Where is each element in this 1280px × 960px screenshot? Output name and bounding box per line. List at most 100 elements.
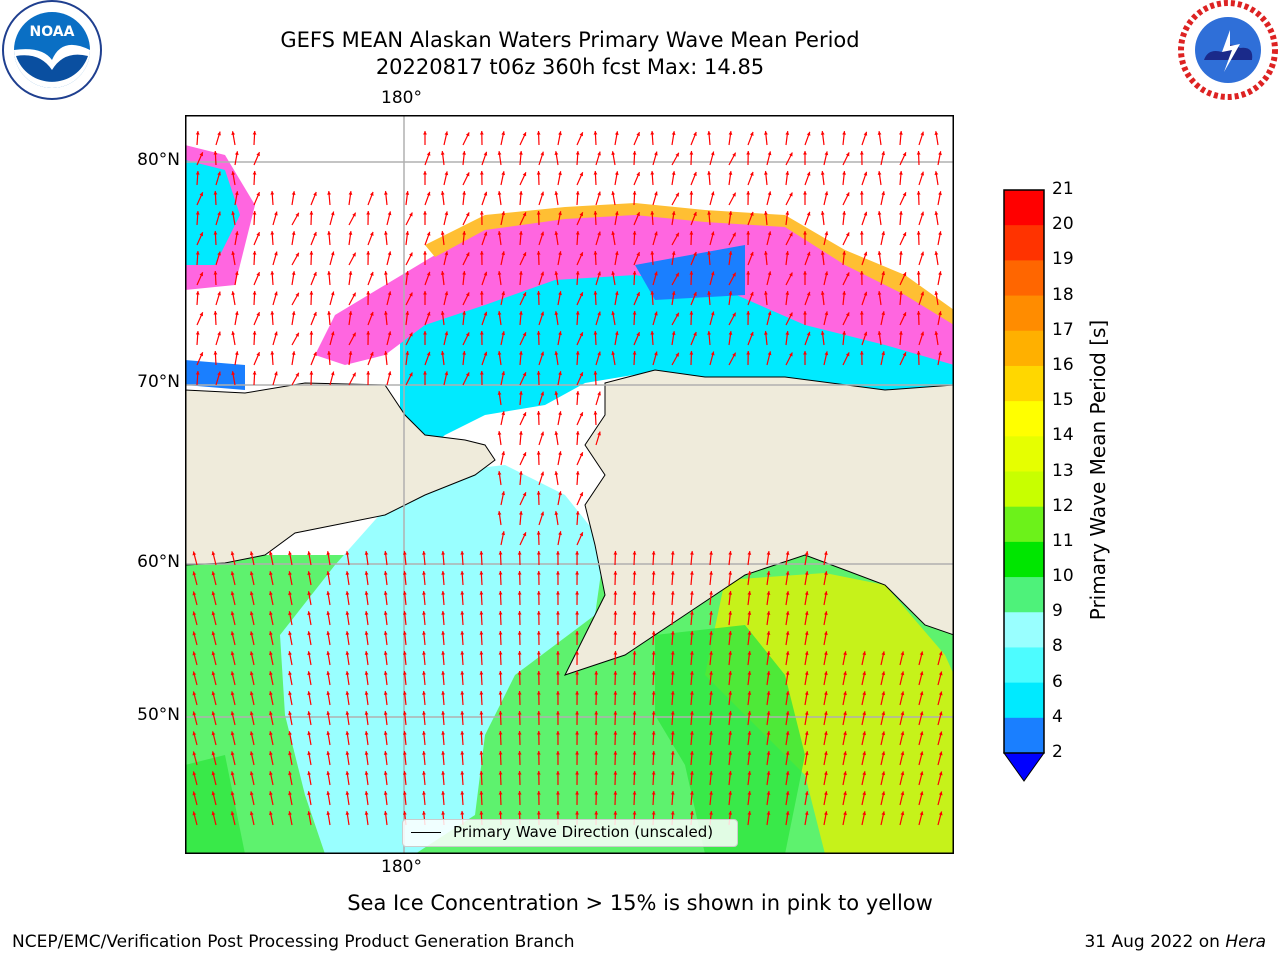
wave-arrow-head bbox=[554, 511, 559, 515]
wave-arrow-head bbox=[938, 791, 943, 796]
wave-arrow-head bbox=[862, 811, 867, 816]
wave-arrow-head bbox=[522, 372, 527, 377]
wave-arrow-head bbox=[823, 611, 828, 616]
wave-arrow-head bbox=[540, 391, 545, 396]
wave-arrow-head bbox=[675, 272, 679, 277]
wave-arrow-head bbox=[249, 551, 254, 556]
wave-arrow-head bbox=[348, 191, 353, 195]
wave-arrow-head bbox=[900, 711, 905, 716]
wave-arrow-head bbox=[307, 771, 312, 776]
wave-arrow-head bbox=[288, 811, 292, 816]
wave-arrow-head bbox=[519, 191, 523, 195]
wave-arrow-head bbox=[479, 791, 484, 795]
lat-label-50n: 50°N bbox=[137, 705, 180, 725]
wave-arrow-head bbox=[402, 631, 407, 635]
wave-arrow-head bbox=[440, 271, 445, 275]
wave-arrow-head bbox=[710, 271, 715, 276]
wave-arrow-head bbox=[517, 771, 522, 775]
wave-arrow-head bbox=[732, 352, 736, 357]
wave-arrow-head bbox=[479, 251, 484, 255]
wave-arrow-head bbox=[498, 651, 503, 655]
wave-arrow-head bbox=[632, 751, 637, 755]
wave-arrow-head bbox=[823, 811, 828, 816]
wave-arrow-head bbox=[938, 731, 943, 736]
wave-arrow-head bbox=[230, 591, 235, 596]
wave-arrow-head bbox=[732, 152, 736, 157]
wave-arrow-head bbox=[919, 711, 924, 716]
wave-arrow-head bbox=[402, 671, 407, 675]
wave-arrow-head bbox=[728, 771, 733, 775]
wave-arrow-head bbox=[291, 231, 296, 235]
wave-arrow-head bbox=[460, 631, 465, 635]
wave-arrow-head bbox=[916, 231, 921, 235]
wave-arrow-head bbox=[579, 532, 584, 537]
wave-arrow-head bbox=[288, 651, 292, 656]
wave-arrow-head bbox=[387, 291, 392, 296]
wave-arrow-head bbox=[307, 591, 312, 596]
wave-arrow-head bbox=[519, 351, 523, 355]
wave-arrow-head bbox=[823, 691, 828, 696]
sea-ice-blue-patch bbox=[635, 245, 745, 300]
wave-arrow-head bbox=[211, 631, 216, 636]
wave-arrow-head bbox=[234, 191, 239, 196]
wave-arrow-head bbox=[423, 131, 427, 135]
wave-arrow-head bbox=[862, 671, 867, 676]
wave-arrow-head bbox=[709, 711, 713, 715]
wave-arrow-head bbox=[614, 131, 619, 136]
wave-arrow-head bbox=[877, 291, 882, 295]
wave-arrow-head bbox=[651, 671, 656, 675]
wave-arrow-head bbox=[824, 151, 829, 156]
wave-arrow-head bbox=[479, 631, 484, 635]
wave-arrow-head bbox=[326, 591, 331, 595]
wave-arrow-head bbox=[579, 372, 584, 377]
wave-arrow-head bbox=[900, 791, 905, 796]
wave-arrow-head bbox=[785, 691, 790, 695]
wave-arrow-head bbox=[288, 791, 292, 796]
wave-arrow-head bbox=[422, 711, 426, 715]
wave-arrow-head bbox=[460, 751, 465, 755]
wave-arrow-head bbox=[613, 671, 618, 675]
wave-arrow-head bbox=[820, 251, 825, 255]
wave-arrow-head bbox=[670, 611, 675, 615]
wave-arrow-head bbox=[387, 371, 392, 376]
wave-arrow-head bbox=[536, 631, 541, 635]
wave-arrow-head bbox=[369, 231, 374, 236]
wave-arrow-head bbox=[402, 611, 407, 615]
wave-arrow-head bbox=[192, 751, 197, 756]
wave-arrow-head bbox=[498, 731, 503, 735]
wave-arrow-head bbox=[579, 492, 584, 497]
wave-arrow-head bbox=[902, 272, 907, 277]
wave-arrow-head bbox=[594, 691, 599, 695]
wave-arrow-head bbox=[517, 651, 522, 655]
wave-arrow-head bbox=[690, 691, 694, 695]
wave-arrow-head bbox=[651, 651, 656, 655]
colorbar-segment bbox=[1004, 225, 1044, 261]
wave-arrow-head bbox=[540, 351, 545, 356]
wave-arrow-head bbox=[295, 212, 299, 217]
wave-arrow-head bbox=[405, 311, 410, 315]
wave-arrow-head bbox=[364, 691, 369, 695]
wave-arrow-head bbox=[785, 611, 790, 615]
wave-arrow-head bbox=[670, 671, 675, 675]
colorbar-segment bbox=[1004, 330, 1044, 367]
wave-arrow-head bbox=[690, 631, 694, 635]
wave-arrow-head bbox=[195, 171, 200, 175]
wave-arrow-head bbox=[749, 131, 754, 136]
wave-arrow-head bbox=[460, 731, 465, 735]
wave-arrow-head bbox=[732, 232, 736, 237]
wave-arrow-head bbox=[843, 791, 847, 796]
wave-arrow-head bbox=[309, 251, 314, 255]
wave-arrow-head bbox=[402, 711, 407, 715]
wave-arrow-head bbox=[919, 651, 924, 656]
wave-arrow-head bbox=[558, 411, 562, 416]
wave-arrow-head bbox=[309, 331, 314, 335]
wave-arrow-head bbox=[823, 591, 828, 596]
wave-arrow-head bbox=[728, 691, 733, 695]
wave-arrow-head bbox=[498, 691, 503, 695]
wave-arrow-head bbox=[383, 591, 388, 595]
wave-arrow-head bbox=[789, 152, 793, 157]
wave-arrow-head bbox=[192, 711, 197, 716]
wave-arrow-head bbox=[693, 172, 697, 176]
wave-arrow-head bbox=[326, 691, 331, 695]
wave-arrow-head bbox=[352, 332, 356, 337]
